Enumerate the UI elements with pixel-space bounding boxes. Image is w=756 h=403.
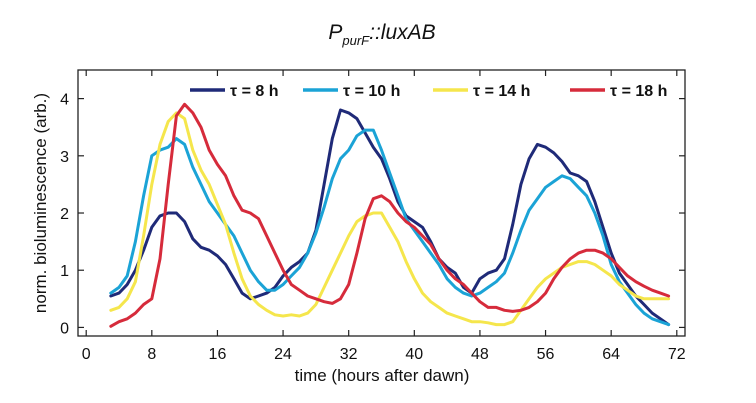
y-tick-label: 4 bbox=[60, 92, 69, 109]
x-tick-label: 48 bbox=[471, 346, 489, 363]
legend-label: τ = 18 h bbox=[610, 83, 667, 100]
x-axis-ticks: 0 8 16 24 32 40 48 56 64 72 bbox=[82, 70, 686, 363]
series-line bbox=[109, 111, 671, 327]
x-tick-label: 8 bbox=[147, 346, 156, 363]
x-tick-label: 64 bbox=[602, 346, 620, 363]
plot-area bbox=[77, 69, 686, 337]
x-tick-label: 32 bbox=[340, 346, 358, 363]
legend: τ = 8 h τ = 10 h τ = 14 h τ = 18 h bbox=[190, 83, 667, 100]
legend-label: τ = 8 h bbox=[230, 83, 279, 100]
x-tick-label: 72 bbox=[668, 346, 686, 363]
series-line bbox=[109, 102, 671, 328]
y-tick-label: 1 bbox=[60, 263, 69, 280]
y-tick-label: 0 bbox=[60, 320, 69, 337]
chart-title-subscript: purF bbox=[341, 33, 370, 48]
y-tick-label: 2 bbox=[60, 206, 69, 223]
series-lines bbox=[109, 102, 671, 328]
x-tick-label: 40 bbox=[405, 346, 423, 363]
series-line bbox=[109, 108, 671, 327]
legend-label: τ = 10 h bbox=[343, 83, 400, 100]
y-axis-label: norm. bioluminescence (arb.) bbox=[31, 93, 50, 313]
x-tick-label: 0 bbox=[82, 346, 91, 363]
legend-label: τ = 14 h bbox=[473, 83, 530, 100]
x-tick-label: 56 bbox=[537, 346, 555, 363]
chart-title-main: P bbox=[328, 21, 342, 44]
series-line bbox=[109, 128, 671, 327]
y-tick-label: 3 bbox=[60, 149, 69, 166]
x-axis-label: time (hours after dawn) bbox=[295, 366, 470, 385]
x-tick-label: 16 bbox=[209, 346, 227, 363]
chart-title-suffix: ::luxAB bbox=[369, 21, 436, 44]
chart-title: PpurF::luxAB bbox=[328, 21, 435, 48]
x-tick-label: 24 bbox=[274, 346, 292, 363]
y-axis-ticks: 0 1 2 3 4 bbox=[60, 92, 685, 337]
